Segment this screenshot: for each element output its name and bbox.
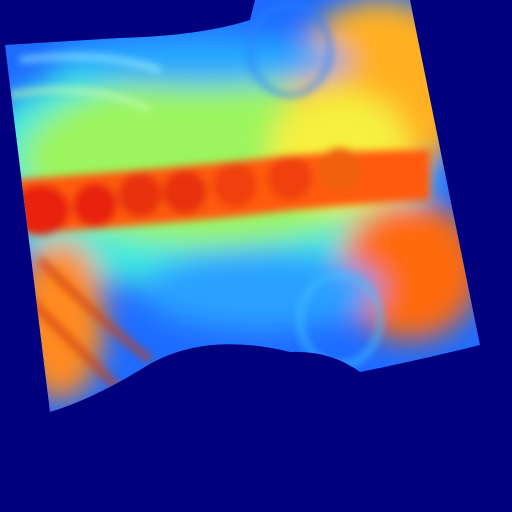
ribs: [9, 2, 383, 393]
spine: [10, 148, 430, 235]
